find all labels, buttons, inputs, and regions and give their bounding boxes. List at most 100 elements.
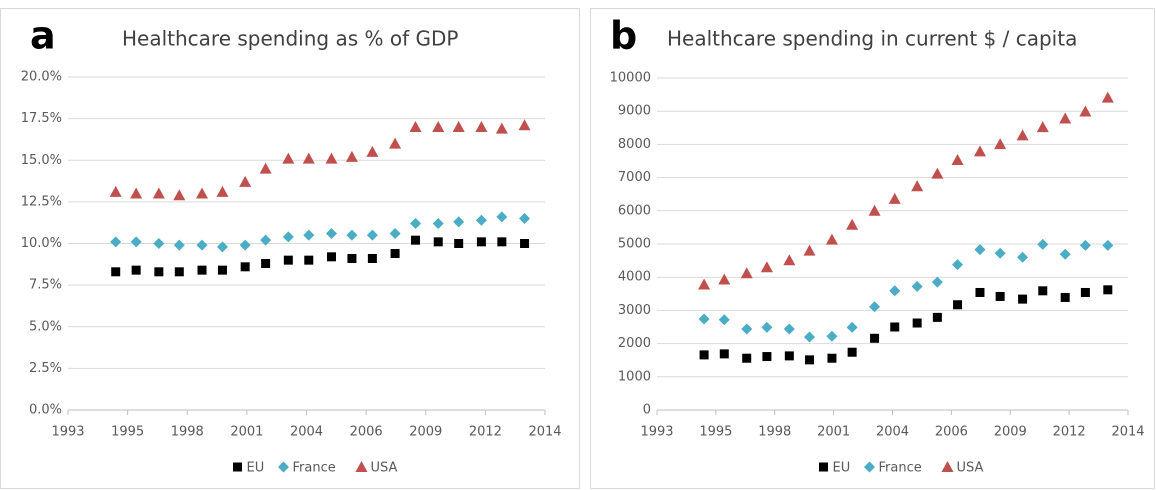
data-point	[890, 322, 900, 332]
data-point	[303, 229, 315, 241]
x-tick-label: 2006	[935, 425, 968, 440]
y-tick-label: 4000	[618, 270, 651, 285]
data-point	[973, 145, 986, 157]
data-point	[239, 175, 252, 187]
data-point	[870, 333, 880, 343]
data-point	[110, 236, 122, 248]
data-point	[804, 331, 816, 343]
legend-marker	[819, 462, 828, 472]
data-point	[761, 321, 773, 333]
legend-marker	[278, 461, 289, 473]
data-point	[433, 237, 443, 247]
data-point	[239, 239, 251, 251]
data-point	[698, 278, 711, 290]
data-point	[783, 254, 796, 266]
x-tick-label: 1998	[171, 425, 204, 440]
data-point	[742, 353, 752, 363]
data-point	[217, 265, 227, 275]
data-point	[259, 162, 272, 174]
legend-marker	[941, 461, 954, 472]
y-tick-label: 8000	[618, 137, 651, 152]
data-point	[699, 350, 709, 360]
data-point	[475, 214, 487, 226]
data-point	[1059, 112, 1072, 124]
data-point	[911, 280, 923, 292]
data-point	[1079, 239, 1091, 251]
data-point	[454, 239, 464, 248]
legend-label: USA	[957, 461, 984, 476]
y-tick-label: 5000	[618, 237, 651, 252]
data-point	[994, 247, 1006, 259]
data-point	[390, 248, 400, 258]
legend-marker	[864, 461, 875, 473]
data-point	[475, 120, 488, 132]
x-tick-label: 1995	[111, 425, 144, 440]
x-tick-label: 2014	[528, 425, 561, 440]
data-point	[718, 314, 730, 326]
data-point	[827, 353, 837, 363]
x-tick-label: 2001	[817, 425, 850, 440]
x-tick-label: 2001	[230, 425, 263, 440]
data-point	[846, 218, 859, 230]
data-point	[1102, 239, 1114, 251]
data-point	[1037, 238, 1049, 250]
data-point	[826, 330, 838, 342]
data-point	[952, 259, 964, 271]
legend-label: USA	[371, 461, 398, 476]
data-point	[974, 244, 986, 256]
data-point	[366, 145, 379, 157]
data-point	[825, 233, 838, 245]
data-point	[846, 321, 858, 333]
data-point	[1060, 292, 1070, 302]
data-point	[784, 351, 794, 361]
y-tick-label: 2.5%	[29, 361, 62, 376]
data-point	[154, 267, 164, 277]
y-tick-label: 6000	[618, 203, 651, 218]
data-point	[520, 239, 530, 248]
panel-frame	[0, 8, 580, 489]
data-point	[932, 312, 942, 322]
y-tick-label: 20.0%	[21, 70, 62, 85]
y-tick-label: 3000	[618, 303, 651, 318]
data-point	[152, 187, 165, 199]
data-point	[325, 228, 337, 240]
data-point	[326, 252, 336, 262]
data-point	[1101, 91, 1114, 103]
data-point	[803, 244, 816, 256]
data-point	[888, 192, 901, 204]
y-tick-label: 12.5%	[21, 194, 62, 209]
data-point	[698, 313, 710, 325]
data-point	[196, 187, 209, 199]
data-point	[869, 301, 881, 313]
x-tick-label: 2009	[994, 425, 1027, 440]
legend-label: France	[879, 461, 922, 476]
x-tick-label: 1993	[640, 425, 673, 440]
y-tick-label: 2000	[618, 336, 651, 351]
y-tick-label: 17.5%	[21, 111, 62, 126]
data-point	[130, 236, 142, 248]
legend-marker	[233, 462, 242, 472]
data-point	[994, 138, 1007, 150]
data-point	[995, 291, 1005, 301]
x-tick-label: 2006	[350, 425, 383, 440]
data-point	[453, 216, 465, 228]
data-point	[174, 267, 184, 277]
data-point	[173, 189, 186, 201]
data-point	[762, 352, 772, 362]
data-point	[432, 120, 445, 132]
x-tick-label: 1995	[699, 425, 732, 440]
data-point	[130, 187, 143, 199]
data-point	[497, 237, 507, 247]
data-point	[260, 234, 272, 246]
data-point	[495, 122, 508, 134]
data-point	[347, 253, 357, 263]
data-point	[196, 239, 208, 251]
data-point	[216, 241, 228, 253]
data-point	[111, 267, 121, 277]
data-point	[282, 231, 294, 243]
x-tick-label: 2012	[469, 425, 502, 440]
data-point	[432, 218, 444, 230]
data-point	[153, 238, 165, 249]
data-point	[805, 355, 815, 365]
